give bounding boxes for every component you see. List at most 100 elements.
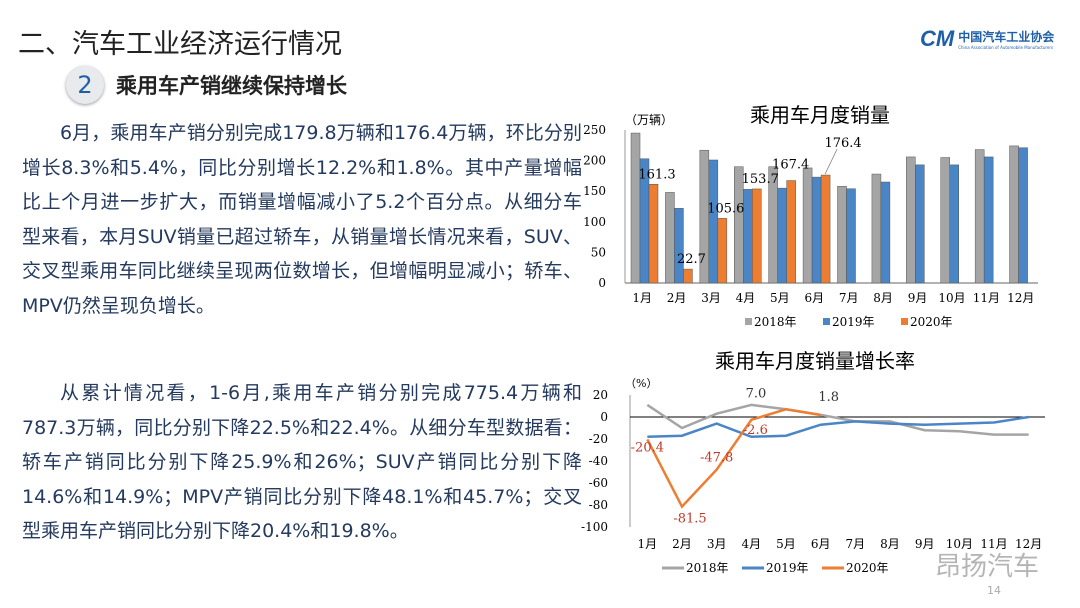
bar-2018年-6月	[802, 167, 813, 284]
bar-2019年-12月	[1018, 147, 1028, 284]
x-tick-label: 4月	[736, 291, 756, 305]
legend-label: 2020年	[910, 315, 953, 329]
y-tick-label: 100	[583, 215, 606, 229]
bar-2020年-1月	[648, 184, 659, 284]
data-label: 161.3	[638, 167, 675, 182]
bar-2019年-2月	[674, 208, 684, 284]
bar-2019年-11月	[983, 156, 994, 284]
bar-2019年-4月	[743, 189, 753, 284]
bar-2019年-10月	[949, 164, 959, 284]
x-tick-label: 11月	[973, 291, 1000, 305]
y-tick-label: -100	[581, 520, 608, 534]
x-tick-label: 12月	[1007, 291, 1034, 305]
data-label: -81.5	[673, 512, 706, 527]
y-tick-label: 0	[600, 410, 608, 424]
paragraph-1: 6月，乘用车产销分别完成179.8万辆和176.4万辆，环比分别增长8.3%和5…	[22, 122, 582, 317]
x-tick-label: 2月	[667, 291, 687, 305]
y-tick-label: -80	[589, 498, 608, 512]
bar-2020年-5月	[786, 180, 796, 284]
x-tick-label: 10月	[938, 291, 965, 305]
x-tick-label: 6月	[811, 537, 831, 551]
data-label: 1.8	[818, 390, 839, 405]
watermark: 昂扬汽车	[935, 552, 1040, 582]
bar-2018年-11月	[974, 149, 985, 284]
x-tick-label: 10月	[946, 537, 973, 551]
legend-swatch	[823, 318, 830, 325]
data-label: -20.4	[631, 440, 664, 455]
chart-title: 乘用车月度销量增长率	[715, 349, 915, 373]
bar-2018年-8月	[871, 173, 882, 284]
logo-mark: CM	[920, 26, 955, 51]
page-number: 14	[987, 584, 1001, 597]
page-title: 二、汽车工业经济运行情况	[18, 29, 342, 60]
x-tick-label: 9月	[915, 537, 935, 551]
y-axis-unit: （万辆）	[625, 113, 673, 127]
y-tick-label: -60	[589, 476, 608, 490]
logo-cn: 中国汽车工业协会	[958, 30, 1055, 44]
x-tick-label: 4月	[742, 537, 762, 551]
legend-swatch	[745, 318, 752, 325]
x-tick-label: 3月	[701, 291, 721, 305]
data-label: -47.8	[700, 451, 733, 466]
y-tick-label: 200	[583, 154, 606, 168]
bar-2018年-12月	[1009, 145, 1019, 284]
bar-2019年-7月	[846, 188, 856, 284]
y-tick-label: 50	[591, 245, 606, 259]
bar-2019年-3月	[708, 159, 719, 284]
section-title: 乘用车产销继续保持增长	[116, 74, 347, 98]
x-tick-label: 1月	[638, 537, 658, 551]
y-tick-label: -20	[589, 432, 608, 446]
bar-2020年-3月	[717, 218, 728, 284]
legend-label: 2019年	[832, 315, 875, 329]
data-label: 7.0	[746, 386, 767, 401]
y-tick-label: 250	[583, 123, 606, 137]
data-label: 176.4	[824, 136, 861, 151]
bar-2020年-6月	[820, 174, 831, 284]
x-tick-label: 5月	[776, 537, 796, 551]
legend-label: 2018年	[754, 315, 797, 329]
legend-swatch	[901, 318, 908, 325]
data-label: 167.4	[772, 158, 809, 173]
bar-2019年-5月	[777, 187, 787, 284]
x-tick-label: 2月	[672, 537, 692, 551]
x-tick-label: 9月	[908, 291, 928, 305]
legend-label: 2020年	[846, 561, 889, 575]
x-tick-label: 6月	[804, 291, 824, 305]
data-label: 22.7	[677, 252, 706, 267]
y-tick-label: 0	[598, 276, 606, 290]
y-tick-label: 150	[583, 184, 606, 198]
bar-2018年-10月	[940, 157, 950, 284]
data-label: -2.6	[743, 423, 768, 438]
line-2018年	[646, 403, 1029, 436]
x-tick-label: 3月	[707, 537, 727, 551]
bar-2019年-6月	[811, 176, 822, 284]
paragraph-2: 从累计情况看，1-6月,乘用车产销分别完成775.4万辆和787.3万辆，同比分…	[22, 382, 582, 542]
bar-2018年-9月	[906, 156, 916, 284]
x-tick-label: 8月	[880, 537, 900, 551]
legend-label: 2018年	[686, 561, 729, 575]
data-label: 153.7	[742, 172, 779, 187]
line-2020年	[646, 408, 821, 509]
y-tick-label: 20	[593, 388, 608, 402]
line-2019年	[647, 415, 1029, 439]
section-heading: 2 乘用车产销继续保持增长	[66, 66, 347, 104]
leader-line	[824, 148, 838, 175]
logo-en: China Association of Automobile Manufact…	[958, 45, 1054, 50]
caam-logo: CM 中国汽车工业协会 China Association of Automobi…	[920, 26, 1054, 52]
legend-label: 2019年	[766, 561, 809, 575]
y-axis-unit: （%）	[625, 377, 657, 390]
bar-2020年-4月	[752, 188, 762, 284]
x-tick-label: 12月	[1015, 537, 1042, 551]
y-tick-label: -40	[589, 454, 608, 468]
x-tick-label: 5月	[770, 291, 790, 305]
bar-2019年-8月	[880, 181, 891, 284]
x-tick-label: 11月	[980, 537, 1007, 551]
x-tick-label: 1月	[632, 291, 652, 305]
bar-2018年-7月	[837, 186, 847, 284]
chart-title: 乘用车月度销量	[750, 103, 890, 127]
section-number: 2	[66, 66, 104, 104]
x-tick-label: 8月	[873, 291, 893, 305]
bar-2018年-1月	[630, 132, 641, 284]
data-label: 105.6	[707, 201, 744, 216]
